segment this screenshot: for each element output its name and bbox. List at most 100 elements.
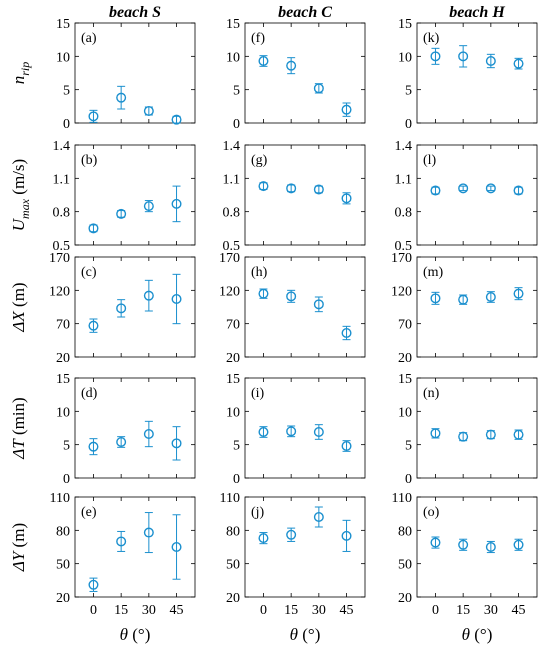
panel: 0.5 0.8 1.1 1.4 (l) — [395, 139, 538, 254]
y-axis-label: nrip — [9, 62, 32, 85]
axes-frame — [74, 144, 196, 246]
data-point — [143, 105, 154, 116]
y-tick-label: 15 — [226, 372, 240, 387]
y-tick-label: 0.8 — [223, 206, 241, 221]
axes-frame — [244, 256, 366, 358]
y-tick-label: 80 — [226, 524, 240, 539]
panel-label: (m) — [423, 265, 444, 280]
data-point — [430, 428, 441, 439]
y-tick-label: 10 — [226, 405, 240, 420]
y-tick-label: 1.4 — [395, 139, 413, 154]
x-tick-label: 45 — [512, 603, 526, 618]
column-title: beach H — [449, 4, 505, 21]
data-point — [313, 299, 324, 310]
data-point — [171, 114, 182, 125]
panel-label: (j) — [251, 505, 265, 520]
x-tick-label: 30 — [484, 603, 498, 618]
data-point — [286, 291, 297, 302]
x-tick-label: 15 — [284, 603, 298, 618]
y-tick-label: 70 — [398, 318, 412, 333]
panel-label: (c) — [81, 265, 97, 280]
panel: 0 5 10 15 (d) — [56, 372, 196, 487]
data-point — [513, 429, 524, 440]
y-axis-label: ΔX (m) — [9, 282, 28, 332]
data-point — [88, 223, 99, 234]
column-title: beach S — [109, 4, 161, 21]
axes-frame — [244, 22, 366, 124]
y-tick-label: 70 — [56, 318, 70, 333]
y-tick-label: 0.8 — [395, 206, 413, 221]
data-point — [485, 429, 496, 440]
y-tick-label: 15 — [398, 17, 412, 32]
axes-frame — [416, 377, 538, 479]
panel-label: (g) — [251, 153, 268, 168]
data-point — [513, 288, 524, 299]
x-tick-label: 30 — [312, 603, 326, 618]
y-tick-label: 10 — [398, 50, 412, 65]
data-point — [485, 542, 496, 553]
y-tick-label: 80 — [56, 524, 70, 539]
y-tick-label: 5 — [233, 439, 240, 454]
data-point — [341, 104, 352, 115]
y-tick-label: 20 — [56, 351, 70, 366]
axes-frame — [74, 377, 196, 479]
axes-frame — [244, 377, 366, 479]
panel: 20 50 80 110 0 15 30 45 (o) — [392, 491, 538, 618]
data-point — [430, 293, 441, 304]
y-tick-label: 0 — [405, 472, 412, 487]
x-tick-label: 0 — [432, 603, 439, 618]
data-point — [88, 320, 99, 331]
y-tick-label: 0.5 — [53, 239, 71, 254]
y-tick-label: 110 — [50, 491, 70, 506]
data-point — [258, 288, 269, 299]
x-tick-label: 45 — [170, 603, 184, 618]
data-point — [341, 193, 352, 204]
panel: 0 5 10 15 (f) — [226, 17, 366, 132]
panel: 20 70 120 170 (m) — [391, 251, 538, 366]
data-point — [286, 183, 297, 194]
y-tick-label: 70 — [226, 318, 240, 333]
data-point — [88, 441, 99, 452]
data-point — [286, 529, 297, 540]
data-point — [143, 290, 154, 301]
data-point — [458, 431, 469, 442]
axes-frame — [416, 496, 538, 598]
column-title: beach C — [278, 4, 332, 21]
data-point — [171, 542, 182, 553]
y-tick-label: 170 — [391, 251, 412, 266]
panel: 20 70 120 170 (c) — [49, 251, 196, 366]
data-point — [458, 294, 469, 305]
data-point — [88, 579, 99, 590]
y-tick-label: 5 — [405, 84, 412, 99]
y-tick-label: 0 — [63, 117, 70, 132]
data-point — [171, 294, 182, 305]
axes-frame — [416, 22, 538, 124]
panel-label: (f) — [251, 31, 265, 46]
panel: 0.5 0.8 1.1 1.4 (b) — [53, 139, 196, 254]
y-tick-label: 10 — [226, 50, 240, 65]
panel-label: (k) — [423, 31, 440, 46]
axes-frame — [416, 256, 538, 358]
y-tick-label: 5 — [233, 84, 240, 99]
y-tick-label: 120 — [219, 284, 240, 299]
y-tick-label: 15 — [226, 17, 240, 32]
y-tick-label: 1.1 — [223, 172, 241, 187]
y-tick-label: 5 — [63, 439, 70, 454]
data-point — [313, 427, 324, 438]
y-tick-label: 1.4 — [53, 139, 71, 154]
y-tick-label: 1.4 — [223, 139, 241, 154]
y-tick-label: 110 — [220, 491, 240, 506]
data-point — [171, 438, 182, 449]
axes-frame — [74, 22, 196, 124]
y-tick-label: 15 — [56, 372, 70, 387]
data-point — [485, 183, 496, 194]
y-tick-label: 5 — [63, 84, 70, 99]
data-point — [116, 536, 127, 547]
y-axis-label: ΔT (min) — [9, 397, 28, 459]
data-point — [341, 441, 352, 452]
data-point — [430, 185, 441, 196]
panel-label: (h) — [251, 265, 268, 280]
y-tick-label: 170 — [219, 251, 240, 266]
y-tick-label: 0 — [233, 117, 240, 132]
